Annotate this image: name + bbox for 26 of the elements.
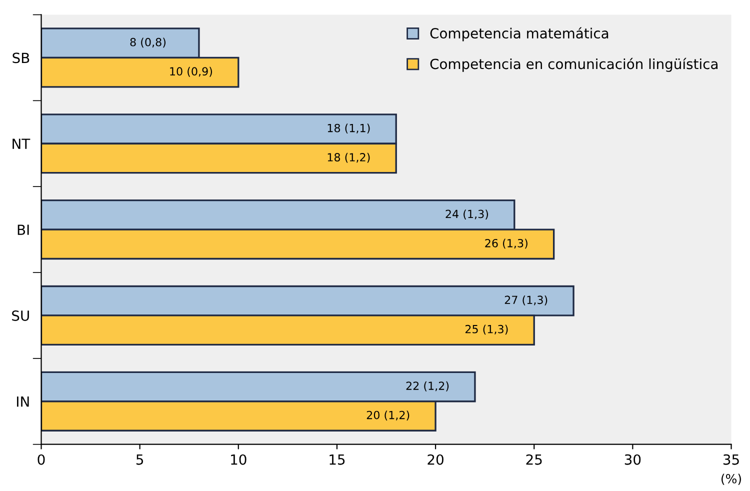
x-tick-label: 30 [624, 454, 641, 465]
y-tick-label: SB [12, 52, 30, 64]
data-label: 20 (1,2) [366, 410, 410, 421]
data-label: 18 (1,1) [328, 124, 370, 134]
legend-label: Competencia matemática [430, 27, 608, 42]
data-label: 8 (0,8) [130, 38, 166, 48]
legend-label: Competencia en comunicación lingüística [430, 58, 718, 72]
y-tick-label: NT [12, 138, 30, 149]
x-tick-label: 0 [38, 454, 45, 465]
data-label: 22 (1,2) [406, 381, 449, 392]
x-tick-label: 25 [526, 454, 542, 465]
x-tick-label: 20 [428, 454, 444, 465]
x-axis-title: (%) [722, 474, 741, 485]
data-label: 26 (1,3) [485, 238, 528, 249]
x-tick-label: 5 [136, 454, 144, 465]
y-tick-label: IN [17, 396, 29, 407]
x-tick-label: 15 [330, 454, 345, 465]
data-label: 10 (0,9) [170, 66, 212, 77]
data-label: 27 (1,3) [504, 295, 548, 306]
data-label: 24 (1,3) [446, 210, 488, 220]
x-tick-label: 10 [231, 454, 246, 465]
x-tick-label: 35 [723, 454, 739, 465]
y-tick-label: SU [12, 310, 29, 321]
data-label: 25 (1,3) [465, 324, 508, 335]
data-label: 18 (1,2) [328, 152, 370, 163]
y-tick-label: BI [18, 224, 29, 235]
